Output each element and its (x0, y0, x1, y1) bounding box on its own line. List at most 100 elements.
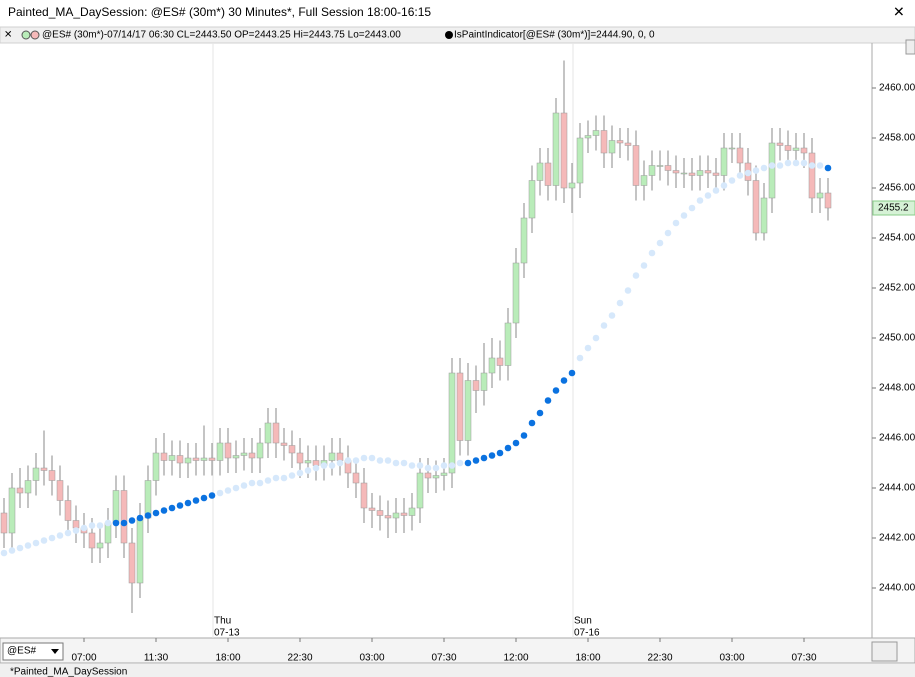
candle-body (784, 145, 792, 151)
candle-body (808, 152, 816, 199)
candle-body (16, 487, 24, 494)
refresh-button[interactable] (871, 641, 898, 662)
candle-body (168, 455, 176, 461)
indicator-dot (504, 444, 512, 452)
indicator-dot (696, 197, 704, 204)
symbol: @ES# (7, 646, 36, 657)
day-date: 07-16 (574, 628, 600, 639)
x-tick-label: 07:00 (71, 653, 96, 664)
indicator-dot (112, 519, 120, 527)
candle-body (816, 192, 824, 199)
x-tick-label: 07:30 (431, 653, 456, 664)
indicator-dot (464, 459, 472, 467)
candle-body (536, 162, 544, 181)
candle-body (408, 507, 416, 516)
candle-body (488, 357, 496, 374)
y-tick-label: 2452.00 (879, 283, 915, 294)
candle-body (352, 472, 360, 484)
candle-body (56, 480, 64, 501)
indicator-dot (184, 499, 192, 507)
candle-body (800, 147, 808, 154)
indicator-dot (432, 464, 440, 472)
last-price: 2455.2 (878, 203, 909, 214)
candle-body (648, 165, 656, 176)
candle-body (600, 130, 608, 154)
indicator-dot (296, 469, 304, 477)
x-tick-label: 07:30 (791, 653, 816, 664)
indicator-dot (440, 462, 448, 469)
candle-body (32, 467, 40, 481)
tab[interactable]: *Painted_MA_DaySession (10, 667, 127, 677)
indicator-dot (168, 504, 176, 512)
indicator-dot (280, 474, 288, 482)
candle-body (296, 452, 304, 464)
candle-body (208, 457, 216, 461)
candle-body (448, 372, 456, 474)
candle-body (576, 137, 584, 184)
tab-bar (0, 664, 915, 677)
indicator-dot (72, 527, 80, 534)
candle-body (272, 422, 280, 444)
candle-body (552, 112, 560, 186)
y-tick-label: 2450.00 (879, 333, 915, 344)
indicator-dot (328, 462, 336, 469)
candle-body (128, 542, 136, 584)
indicator-dot (784, 159, 792, 167)
symbol-box[interactable] (2, 642, 64, 661)
indicator-dot (336, 459, 344, 467)
indicator-dot (320, 462, 328, 469)
indicator-dot (264, 477, 272, 484)
candle-body (632, 145, 640, 186)
indicator-dot (56, 532, 64, 539)
candle-body (760, 197, 768, 234)
indicator-dot (544, 397, 552, 404)
indicator-dot (744, 169, 752, 177)
indicator-dot (704, 192, 712, 199)
candle-body (824, 192, 832, 209)
indicator-dot (216, 489, 224, 497)
indicator-dot (408, 462, 416, 469)
x-tick-label: 11:30 (144, 653, 169, 664)
info-bar (0, 26, 915, 44)
close-button[interactable]: ✕ (893, 4, 905, 20)
indicator-dot (648, 249, 656, 257)
indicator-dot (624, 287, 632, 294)
candle-body (328, 452, 336, 461)
indicator-dot (680, 212, 688, 219)
candle-body (40, 467, 48, 471)
indicator-dot (520, 432, 528, 439)
indicator-dot (248, 479, 256, 487)
candle-body (304, 460, 312, 464)
candle-body (480, 372, 488, 391)
x-tick-label: 18:00 (575, 653, 600, 664)
indicator-dot (128, 517, 136, 524)
candle-body (392, 512, 400, 519)
candle-body (368, 507, 376, 511)
indicator-dot (656, 239, 664, 247)
candle-body (8, 487, 16, 534)
x-tick-label: 12:00 (503, 653, 528, 664)
indicator-dot (344, 457, 352, 464)
indicator-dot (560, 377, 568, 384)
indicator-dot (800, 159, 808, 167)
toolbar-button[interactable] (905, 39, 915, 55)
candle-body (336, 452, 344, 461)
candle-body (24, 480, 32, 494)
candle-body (752, 180, 760, 234)
indicator-dot (48, 534, 56, 542)
candle-body (688, 172, 696, 176)
candle-body (440, 472, 448, 476)
indicator-dot (272, 474, 280, 482)
indicator-dot (368, 454, 376, 462)
indicator-dot (120, 519, 128, 527)
info-close[interactable]: ✕ (4, 30, 12, 41)
indicator-dot (424, 464, 432, 472)
candle-body (160, 452, 168, 461)
candle-body (72, 520, 80, 529)
indicator-dot (712, 187, 720, 194)
indicator-dot (608, 312, 616, 319)
indicator-dot (592, 334, 600, 342)
candle-body (96, 542, 104, 549)
candle-body (640, 175, 648, 186)
